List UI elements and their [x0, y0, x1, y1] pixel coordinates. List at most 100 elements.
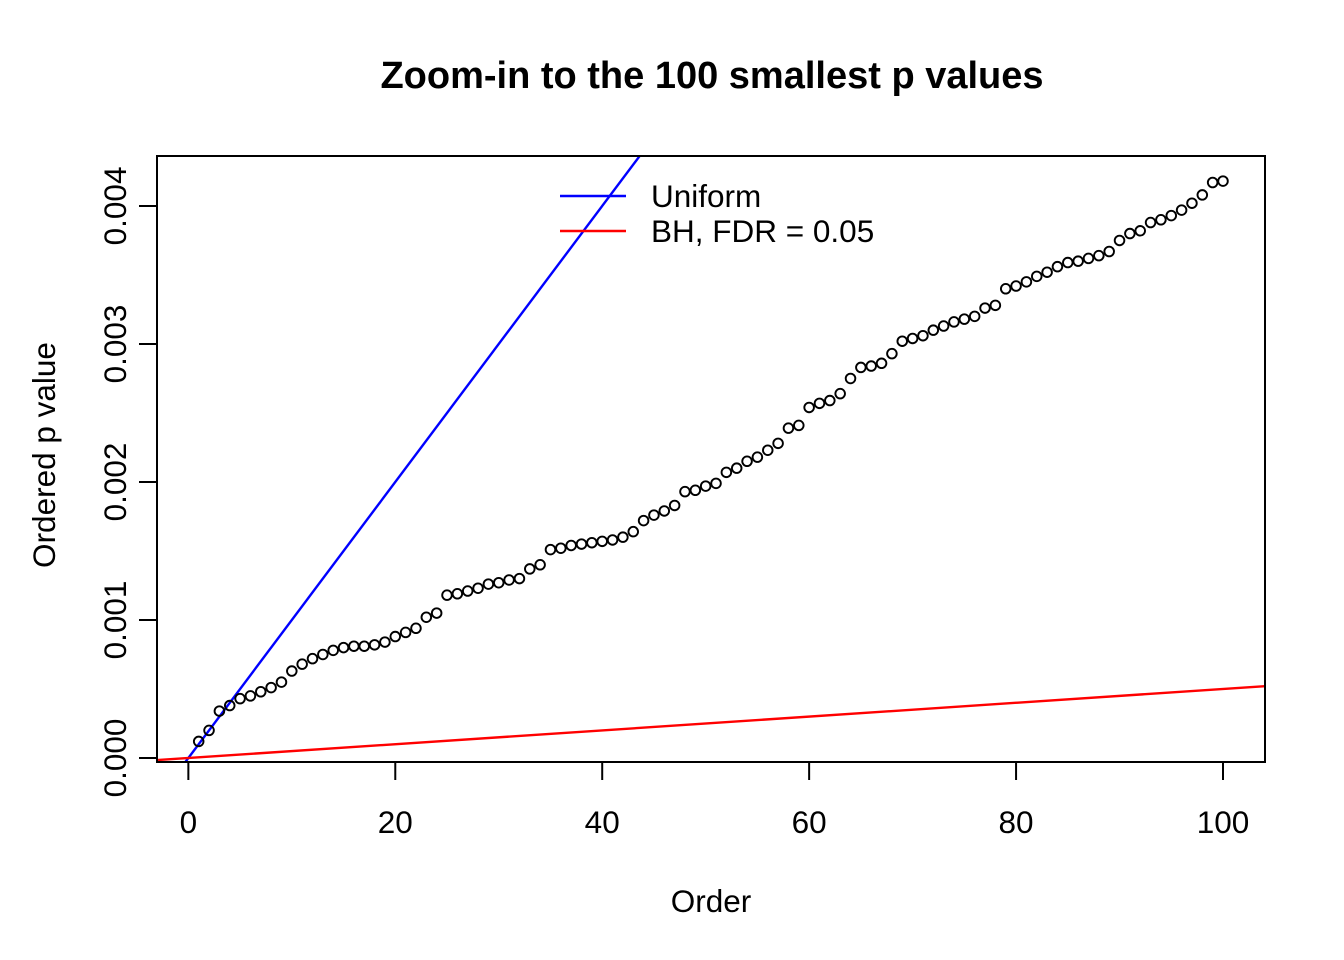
data-point: [1113, 234, 1126, 247]
data-point: [772, 437, 784, 450]
data-point: [555, 542, 567, 554]
data-point: [1041, 266, 1053, 278]
legend-uniform-label: Uniform: [651, 178, 761, 214]
data-point: [958, 313, 971, 325]
data-point: [917, 329, 929, 342]
data-point: [472, 582, 484, 594]
data-point: [762, 444, 774, 456]
x-tick-label: 40: [585, 804, 620, 840]
data-point: [1031, 270, 1043, 283]
data-point: [586, 536, 598, 549]
y-tick-label: 0.004: [97, 167, 133, 246]
data-point: [989, 299, 1002, 312]
legend-bh-label: BH, FDR = 0.05: [651, 213, 874, 249]
data-point: [627, 525, 639, 538]
data-point: [565, 539, 577, 552]
y-axis-title: Ordered p value: [26, 342, 62, 568]
x-tick-label: 100: [1197, 804, 1250, 840]
data-point: [544, 543, 557, 556]
data-point: [327, 644, 339, 657]
data-point: [1010, 280, 1022, 292]
data-point: [679, 485, 691, 498]
uniform-line: [183, 156, 642, 762]
data-point: [782, 422, 795, 434]
data-point: [358, 640, 370, 652]
data-point: [482, 578, 495, 590]
legend: Uniform BH, FDR = 0.05: [560, 178, 874, 249]
data-point: [410, 622, 422, 635]
data-point: [575, 538, 588, 550]
x-tick-label: 0: [180, 804, 198, 840]
data-point: [865, 360, 877, 372]
data-point: [710, 477, 722, 490]
data-point: [875, 357, 888, 370]
data-point: [275, 676, 288, 688]
x-tick-label: 20: [378, 804, 413, 840]
data-point: [896, 335, 909, 347]
data-point: [234, 692, 246, 705]
data-point: [927, 324, 940, 336]
data-point: [886, 347, 898, 360]
data-point: [658, 505, 671, 517]
x-tick-label: 60: [792, 804, 827, 840]
data-point: [948, 316, 960, 328]
data-point: [192, 735, 205, 748]
y-tick-label: 0.001: [97, 581, 133, 660]
data-point: [1072, 255, 1084, 267]
data-point: [751, 451, 764, 463]
y-tick-label: 0.000: [97, 719, 133, 798]
data-point: [1062, 256, 1074, 269]
data-point: [596, 535, 608, 548]
data-point: [348, 640, 360, 652]
data-point: [296, 658, 308, 670]
data-point: [741, 455, 753, 468]
data-point: [1124, 227, 1136, 240]
x-tick-label: 80: [999, 804, 1034, 840]
data-point: [441, 589, 453, 601]
data-point: [648, 509, 660, 521]
data-point: [1175, 204, 1188, 216]
data-point: [803, 401, 815, 414]
x-axis-title: Order: [671, 883, 752, 919]
data-point: [606, 534, 619, 546]
scatter-points: [192, 175, 1229, 748]
data-point: [399, 626, 412, 639]
data-point: [213, 705, 226, 717]
data-point: [937, 320, 950, 332]
reference-lines: [157, 156, 1265, 762]
data-point: [1155, 214, 1167, 226]
data-point: [430, 607, 443, 619]
data-point: [368, 639, 381, 651]
data-point: [1165, 209, 1178, 222]
data-point: [492, 576, 505, 589]
data-point: [730, 462, 743, 474]
data-point: [513, 572, 526, 585]
y-tick-label: 0.003: [97, 305, 133, 384]
data-point: [999, 283, 1012, 295]
data-point: [244, 690, 257, 702]
data-point: [637, 514, 650, 527]
chart-title: Zoom-in to the 100 smallest p values: [380, 55, 1043, 97]
data-point: [389, 630, 402, 643]
data-point: [265, 681, 277, 694]
data-point: [420, 611, 433, 623]
plot-box: [156, 155, 1266, 763]
data-point: [844, 372, 857, 385]
data-point: [1196, 189, 1209, 201]
data-point: [793, 419, 805, 432]
data-point: [855, 361, 867, 374]
data-point: [203, 724, 215, 737]
data-point: [1144, 216, 1157, 229]
data-point: [379, 636, 391, 648]
data-point: [1020, 276, 1033, 288]
data-point: [699, 480, 712, 492]
data-point: [813, 397, 826, 410]
data-point: [968, 310, 981, 323]
y-tick-label: 0.002: [97, 443, 133, 522]
data-point: [824, 394, 836, 407]
data-point: [720, 466, 733, 479]
data-point: [503, 574, 515, 586]
data-point: [1217, 175, 1229, 187]
